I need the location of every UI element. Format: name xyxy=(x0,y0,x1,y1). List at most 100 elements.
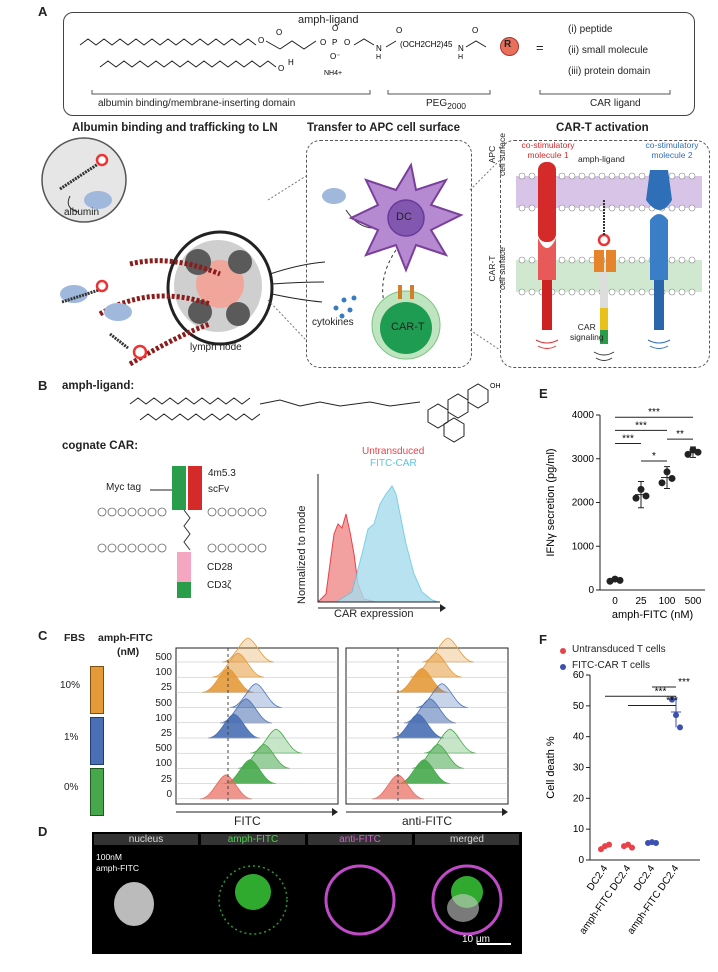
f-data-point xyxy=(653,840,659,847)
conc-label: 0 xyxy=(166,788,172,800)
f-y-tick-label: 40 xyxy=(573,732,585,743)
cognate-car-heading: cognate CAR: xyxy=(62,440,139,452)
cart-label: CAR-T xyxy=(391,321,425,333)
e-data-point xyxy=(637,485,645,493)
svg-text:N: N xyxy=(376,44,382,53)
panel-b-label: B xyxy=(38,378,48,393)
conc-label: 500 xyxy=(155,743,172,755)
option-small-molecule: (ii) small molecule xyxy=(568,45,649,56)
e-y-tick-label: 2000 xyxy=(572,498,595,509)
albumin-binding-illustration xyxy=(41,137,326,367)
option-protein-domain: (iii) protein domain xyxy=(568,66,651,77)
scale-bar-label: 10 μm xyxy=(462,934,490,945)
conc-label: 100 xyxy=(155,758,172,770)
e-y-tick-label: 0 xyxy=(588,585,594,596)
svg-text:O: O xyxy=(332,24,338,33)
d-conc-label: 100nM xyxy=(96,852,122,862)
fitc-membrane xyxy=(218,865,288,935)
cd28-label: CD28 xyxy=(207,562,233,573)
anti-fitc-xlabel: anti-FITC xyxy=(402,814,453,828)
e-data-point xyxy=(632,494,640,502)
hist-curve xyxy=(397,759,451,784)
e-x-tick-label: 0 xyxy=(612,596,618,607)
e-data-point xyxy=(642,492,650,500)
lipid-chemical-structure: O O H O O P O O⁻ NH4+ O N H O (OCH2CH2)4… xyxy=(79,24,487,77)
e-data-point xyxy=(658,479,666,487)
amph-fitc-image xyxy=(201,848,305,952)
conc-label: 25 xyxy=(160,773,172,785)
svg-text:OH: OH xyxy=(490,383,501,390)
f-y-tick-label: 20 xyxy=(573,793,585,804)
e-data-point xyxy=(668,474,676,482)
domain-brackets xyxy=(91,90,671,95)
f-legend-dot-untransduced xyxy=(560,648,566,654)
microscopy-header: anti-FITC xyxy=(308,834,412,845)
svg-text:H: H xyxy=(288,58,294,67)
car-signaling-label: CAR signaling xyxy=(570,322,604,342)
zoom-connector-lines xyxy=(267,159,501,351)
microscopy-header: nucleus xyxy=(94,834,198,845)
panel-c-label: C xyxy=(38,628,48,643)
svg-text:H: H xyxy=(376,54,381,61)
f-y-tick-label: 10 xyxy=(573,824,585,835)
peg-chem-label: (OCH2CH2)45 xyxy=(400,40,453,49)
f-data-point xyxy=(669,696,675,703)
heading-cart-activation: CAR-T activation xyxy=(556,122,649,134)
hist-curve xyxy=(223,759,277,784)
cytokines-label: cytokines xyxy=(312,317,354,328)
svg-text:N: N xyxy=(458,44,464,53)
panel-d-label: D xyxy=(38,824,48,839)
fbs-bar-0 xyxy=(90,768,104,816)
amph-ligand-b-heading: amph-ligand: xyxy=(62,380,135,392)
e-y-tick-label: 3000 xyxy=(572,454,595,465)
nm-header: (nM) xyxy=(117,646,140,658)
option-peptide: (i) peptide xyxy=(568,24,613,35)
hist-legend-fitc-car: FITC-CAR xyxy=(370,458,417,469)
panel-f-label: F xyxy=(539,632,547,647)
svg-text:O: O xyxy=(276,28,282,37)
anti-fitc-staggered-histogram xyxy=(345,637,509,805)
merged-image xyxy=(415,848,519,952)
albumin-label: albumin xyxy=(64,207,100,218)
hist-curve xyxy=(395,667,449,693)
conc-label: 100 xyxy=(155,712,172,724)
microscopy-header: amph-FITC xyxy=(201,834,305,845)
costim-2-label: co-stimulatory molecule 2 xyxy=(645,140,699,160)
anti-fitc-ring xyxy=(324,864,396,936)
amph-ligand-label-2: amph-ligand xyxy=(578,154,625,164)
e-sig-label: *** xyxy=(648,407,660,418)
equals-sign: = xyxy=(536,40,544,55)
svg-text:O: O xyxy=(320,38,326,47)
fbs-bar-10 xyxy=(90,666,104,714)
panel-e-label: E xyxy=(539,386,548,401)
amph-ligand-title: amph-ligand xyxy=(298,14,359,26)
r-group-label: R xyxy=(504,39,512,50)
conc-label: 500 xyxy=(155,697,172,709)
fbs-bar-1 xyxy=(90,717,104,765)
e-x-axis-label: amph-FITC (nM) xyxy=(612,609,693,621)
lymph-node-label: lymph node xyxy=(190,342,242,353)
fbs-1-label: 1% xyxy=(64,732,79,743)
anti-fitc-image xyxy=(308,848,412,952)
conc-label: 100 xyxy=(155,667,172,679)
f-data-point xyxy=(673,712,679,719)
amph-fitc-chemical-structure: OH xyxy=(129,383,501,443)
dc-label: DC xyxy=(396,211,412,223)
heading-albumin-trafficking: Albumin binding and trafficking to LN xyxy=(72,122,278,134)
f-data-point xyxy=(629,844,635,851)
car-expression-histogram xyxy=(316,474,440,603)
hist-x-arrow xyxy=(318,604,446,612)
fitc-blob xyxy=(235,874,271,910)
nucleus-image xyxy=(94,848,198,952)
fitc-xlabel: FITC xyxy=(234,814,261,828)
e-sig-label: *** xyxy=(635,420,647,431)
e-x-tick-label: 500 xyxy=(685,596,702,607)
svg-text:O: O xyxy=(278,64,284,73)
cognate-car-diagram xyxy=(97,466,267,598)
costim-1-label: co-stimulatory molecule 1 xyxy=(521,140,575,160)
e-y-tick-label: 1000 xyxy=(572,541,595,552)
conc-label: 500 xyxy=(155,652,172,663)
f-sig-label: *** xyxy=(666,696,678,707)
formula-box xyxy=(63,12,695,116)
